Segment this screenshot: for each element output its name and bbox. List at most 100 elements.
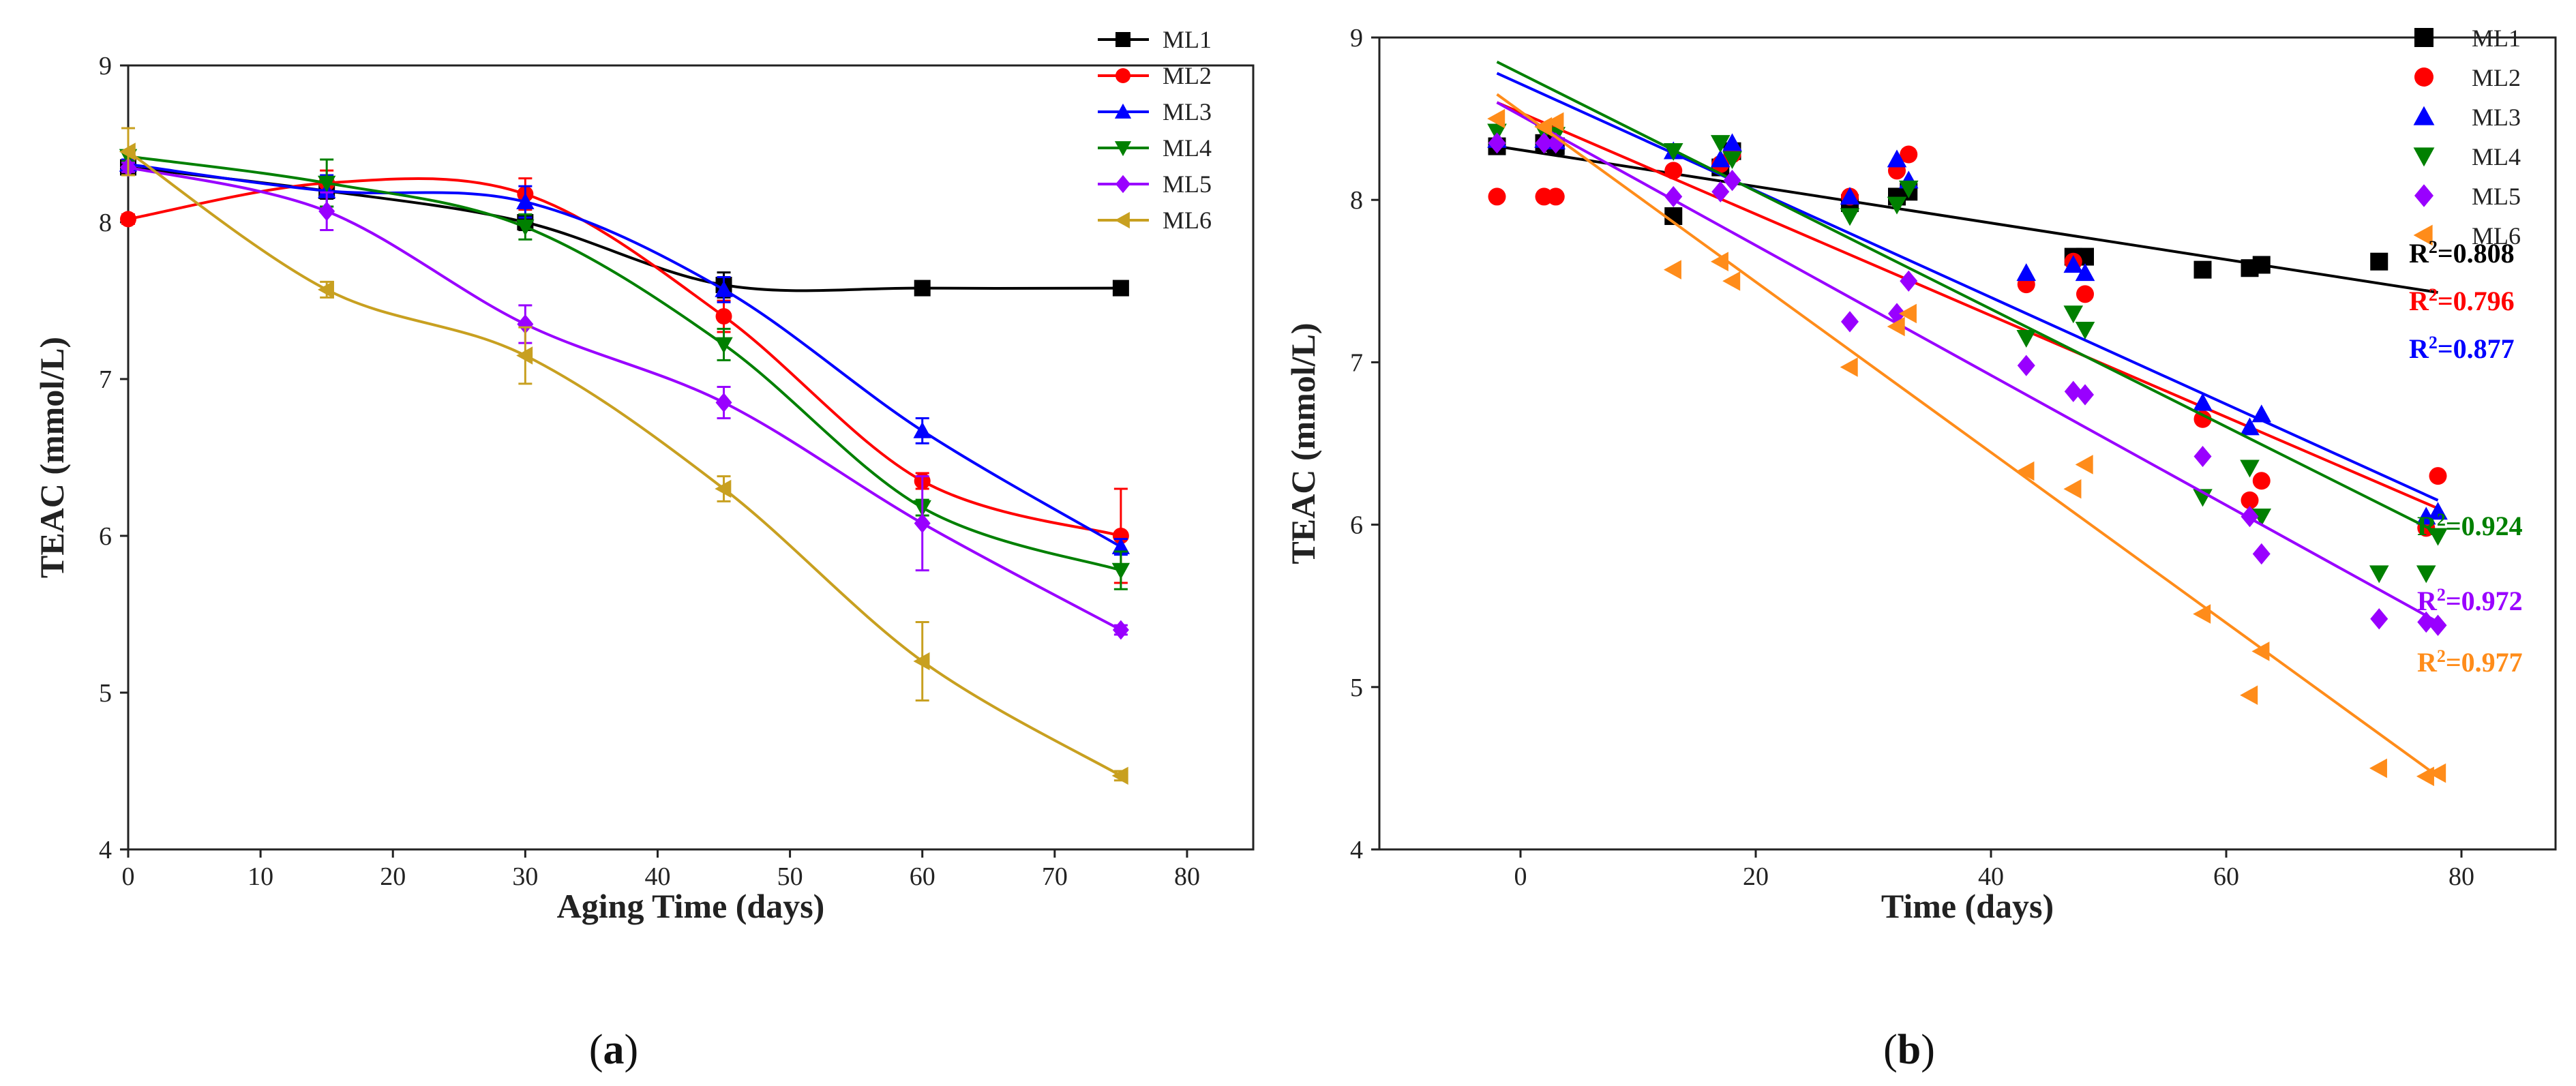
x-tick-label: 10 (248, 862, 273, 891)
data-point (1546, 132, 1565, 154)
data-point (2075, 322, 2095, 340)
data-point (2240, 417, 2260, 436)
data-point (1898, 303, 1917, 324)
legend-marker (2413, 147, 2435, 167)
legend-marker (1115, 175, 1130, 194)
data-point (2429, 614, 2447, 636)
data-point (1710, 252, 1728, 272)
data-point (1487, 108, 1506, 129)
x-tick-label: 40 (644, 862, 670, 891)
data-point (1722, 271, 1741, 291)
fit-line (1496, 101, 2439, 510)
legend-marker (2413, 106, 2435, 125)
y-tick-label: 8 (1350, 186, 1363, 215)
data-point (317, 280, 334, 299)
data-point (1664, 185, 1683, 208)
data-point (1887, 196, 1907, 215)
data-point (913, 421, 931, 438)
y-tick-label: 5 (1350, 674, 1363, 702)
legend-marker (2413, 224, 2433, 246)
series-line (128, 155, 1122, 572)
caption-b: (b) (1883, 1027, 1935, 1073)
data-point (2193, 445, 2212, 468)
legend-label: ML6 (2472, 222, 2521, 250)
fit-line (1496, 93, 2439, 778)
panel-a-chart: 0 10 20 30 40 50 60 70 80 4 5 6 7 8 9 Aging Time (days)… (33, 26, 1255, 925)
caption-a: (a) (589, 1027, 638, 1073)
series-line (127, 150, 1122, 777)
legend-marker (2414, 28, 2433, 47)
data-point (1900, 270, 1918, 292)
data-point (317, 175, 336, 192)
legend-marker (1115, 68, 1130, 83)
y-tick-label: 8 (99, 209, 112, 237)
data-point (2016, 263, 2037, 282)
y-tick-label: 9 (99, 52, 112, 80)
legend-label: ML3 (2472, 104, 2521, 131)
r-squared-exponent: 2 (2429, 237, 2438, 257)
data-point (2075, 263, 2095, 282)
data-point (2252, 543, 2271, 565)
r-squared-label: R2=0.796 (2409, 285, 2515, 317)
y-axis-label: TEAC (mmol/L) (33, 337, 71, 578)
legend-label: ML2 (1163, 62, 1212, 89)
data-point (2252, 256, 2271, 274)
x-tick-label: 80 (1174, 862, 1200, 891)
fit-line (1496, 101, 2439, 624)
y-axis-label: TEAC (mmol/L) (1284, 322, 1322, 564)
data-point (1710, 149, 1731, 168)
r-squared-label: R2=0.972 (2417, 585, 2523, 617)
data-point (1710, 135, 1731, 153)
r-squared-symbol: R (2409, 333, 2429, 364)
fit-line (1496, 72, 2439, 502)
legend-label: ML4 (2472, 143, 2521, 170)
data-point (1663, 260, 1681, 280)
x-axis-label: Aging Time (days) (557, 887, 825, 925)
data-point (2064, 380, 2082, 402)
legend-label: ML1 (2472, 25, 2521, 52)
r-squared-value: =0.972 (2446, 586, 2523, 616)
panel-b-chart: 0 20 40 60 80 4 5 6 7 8 9 Time (days) TEAC (mmol/L) M… (1284, 24, 2557, 925)
r-squared-label: R2=0.808 (2409, 237, 2515, 269)
r-squared-symbol: R (2417, 511, 2438, 541)
data-point (2252, 472, 2271, 490)
data-point (2017, 355, 2035, 376)
data-point (1900, 145, 1918, 164)
data-point (2075, 455, 2093, 474)
data-point (2428, 502, 2448, 520)
data-point (516, 192, 535, 209)
r-squared-exponent: 2 (2429, 333, 2438, 352)
legend-label: ML2 (2472, 64, 2521, 91)
x-axis-label: Time (days) (1881, 887, 2054, 925)
data-point (913, 652, 930, 671)
series-ml4 (119, 149, 1130, 590)
data-point (120, 211, 136, 228)
legend-marker (2414, 67, 2433, 87)
r-squared-label: R2=0.977 (2417, 646, 2523, 678)
x-tick-label: 50 (777, 862, 803, 891)
x-tick-label: 0 (1514, 862, 1527, 891)
data-point (2416, 507, 2436, 525)
y-tick-label: 7 (1350, 348, 1363, 377)
plot-frame (1378, 36, 2557, 851)
r-squared-exponent: 2 (2437, 585, 2446, 605)
r-squared-value: =0.877 (2438, 333, 2515, 364)
data-point (2417, 611, 2436, 633)
data-point (2241, 506, 2259, 528)
y-tick-label: 6 (99, 522, 112, 551)
data-point (1887, 316, 1905, 337)
data-point (2369, 565, 2389, 584)
data-point (914, 513, 931, 533)
x-tick-label: 40 (1978, 862, 2004, 891)
data-point (715, 479, 732, 498)
data-point (1111, 766, 1128, 785)
data-point (1711, 181, 1730, 202)
legend-label: ML6 (1163, 207, 1212, 234)
fit-line (1496, 60, 2439, 534)
series-ml5 (1488, 101, 2447, 636)
data-point (2076, 285, 2094, 303)
r-squared-symbol: R (2409, 238, 2429, 269)
data-point (2193, 260, 2212, 279)
